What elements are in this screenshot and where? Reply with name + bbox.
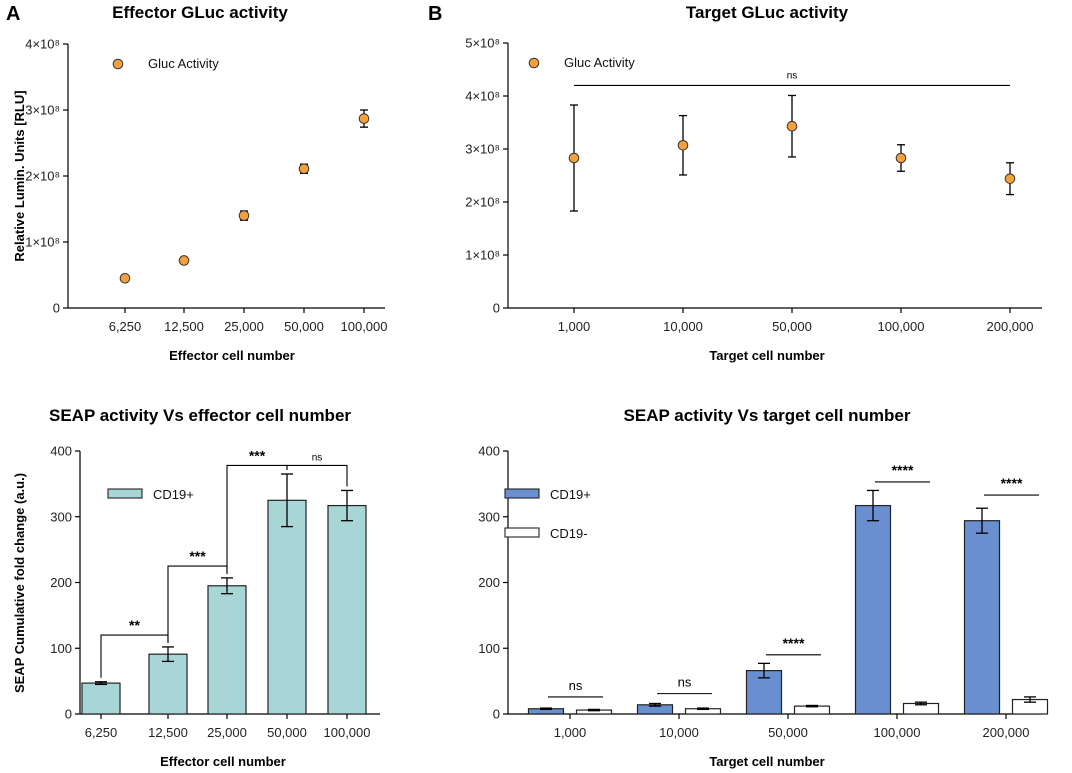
x-tick-label: 10,000 xyxy=(663,319,703,334)
x-tick-label: 100,000 xyxy=(874,725,921,740)
legend-marker xyxy=(112,58,124,70)
bar xyxy=(81,682,121,715)
y-axis-label: SEAP Cumulative fold change (a.u.) xyxy=(12,473,27,693)
x-tick-label: 12,500 xyxy=(164,319,204,334)
y-tick-label: 300 xyxy=(478,509,500,524)
y-tick-label: 400 xyxy=(50,444,72,459)
x-tick-label: 1,000 xyxy=(558,319,591,334)
panel-letter: A xyxy=(6,3,20,25)
significance-label: *** xyxy=(189,548,206,564)
y-tick-label: 100 xyxy=(478,641,500,656)
x-tick-label: 6,250 xyxy=(109,319,142,334)
x-tick-label: 25,000 xyxy=(224,319,264,334)
x-tick-label: 50,000 xyxy=(267,725,307,740)
panel-letter: B xyxy=(428,3,442,25)
y-tick-label: 2×10⁸ xyxy=(25,169,60,184)
significance-label: **** xyxy=(783,635,805,651)
y-tick-label: 0 xyxy=(65,707,72,722)
y-tick-label: 0 xyxy=(493,301,500,316)
data-point xyxy=(568,152,580,164)
chart-title: SEAP activity Vs effector cell number xyxy=(49,406,351,425)
bar xyxy=(148,653,188,715)
legend-label: CD19+ xyxy=(550,487,591,502)
data-point xyxy=(178,255,190,266)
bar xyxy=(207,585,247,715)
legend-marker xyxy=(528,57,540,69)
bar xyxy=(963,520,1001,715)
y-tick-label: 100 xyxy=(50,641,72,656)
y-tick-label: 4×10⁸ xyxy=(25,37,60,52)
x-tick-label: 100,000 xyxy=(341,319,388,334)
data-point xyxy=(1004,173,1016,184)
x-tick-label: 200,000 xyxy=(987,319,1034,334)
y-tick-label: 200 xyxy=(478,575,500,590)
chart-title: Target GLuc activity xyxy=(686,3,849,22)
x-tick-label: 6,250 xyxy=(85,725,118,740)
y-tick-label: 2×10⁸ xyxy=(465,195,500,210)
x-tick-label: 10,000 xyxy=(659,725,699,740)
y-tick-label: 300 xyxy=(50,509,72,524)
bar xyxy=(267,499,307,715)
x-tick-label: 100,000 xyxy=(324,725,371,740)
x-tick-label: 50,000 xyxy=(284,319,324,334)
y-tick-label: 3×10⁸ xyxy=(465,142,500,157)
significance-label: ns xyxy=(569,678,583,693)
significance-label: ns xyxy=(312,452,323,463)
legend-swatch xyxy=(504,488,540,499)
data-point xyxy=(298,163,310,175)
significance-label: ns xyxy=(787,70,798,81)
y-tick-label: 200 xyxy=(50,575,72,590)
x-axis-label: Effector cell number xyxy=(160,754,286,769)
significance-label: **** xyxy=(1001,475,1023,491)
data-point xyxy=(119,273,131,284)
legend-label: CD19- xyxy=(550,526,588,541)
y-tick-label: 400 xyxy=(478,444,500,459)
x-axis-label: Effector cell number xyxy=(169,348,295,363)
significance-label: **** xyxy=(892,462,914,478)
y-tick-label: 1×10⁸ xyxy=(25,235,60,250)
x-axis-label: Target cell number xyxy=(709,754,824,769)
x-tick-label: 200,000 xyxy=(983,725,1030,740)
data-point xyxy=(238,210,250,221)
bar xyxy=(854,504,892,715)
data-point xyxy=(786,120,798,132)
chart-panel-a: Effector GLuc activity A 0 1×10⁸ 2×10⁸ 3×10⁸ 4… xyxy=(6,3,388,363)
legend-label: Gluc Activity xyxy=(148,56,219,71)
significance-label: *** xyxy=(249,447,266,463)
legend-swatch xyxy=(504,527,540,538)
y-tick-label: 0 xyxy=(493,707,500,722)
data-point xyxy=(895,152,907,164)
x-axis-label: Target cell number xyxy=(709,348,824,363)
chart-panel-b: Target GLuc activity B 0 1×10⁸ 2×10⁸ 3×10⁸ 4×1… xyxy=(428,3,1042,363)
significance-label: ** xyxy=(129,617,140,633)
x-tick-label: 25,000 xyxy=(207,725,247,740)
legend-label: CD19+ xyxy=(153,487,194,502)
legend-label: Gluc Activity xyxy=(564,55,635,70)
y-tick-label: 1×10⁸ xyxy=(465,248,500,263)
x-tick-label: 50,000 xyxy=(768,725,808,740)
chart-title: Effector GLuc activity xyxy=(112,3,288,22)
legend-swatch xyxy=(107,488,143,499)
x-tick-label: 50,000 xyxy=(772,319,812,334)
y-tick-label: 4×10⁸ xyxy=(465,89,500,104)
chart-panel-d: SEAP activity Vs target cell number 0 100 2… xyxy=(478,406,1049,769)
bar xyxy=(327,504,367,715)
data-point xyxy=(677,139,689,151)
x-tick-label: 1,000 xyxy=(554,725,587,740)
x-tick-label: 12,500 xyxy=(148,725,188,740)
significance-label: ns xyxy=(678,675,692,690)
chart-panel-c: SEAP activity Vs effector cell number 0 10… xyxy=(12,406,380,769)
x-tick-label: 100,000 xyxy=(878,319,925,334)
y-tick-label: 0 xyxy=(53,301,60,316)
y-tick-label: 3×10⁸ xyxy=(25,103,60,118)
significance-bracket xyxy=(286,464,348,487)
y-axis-label: Relative Lumin. Units [RLU] xyxy=(12,90,27,261)
data-point xyxy=(358,113,370,124)
chart-title: SEAP activity Vs target cell number xyxy=(624,406,911,425)
y-tick-label: 5×10⁸ xyxy=(465,36,500,51)
